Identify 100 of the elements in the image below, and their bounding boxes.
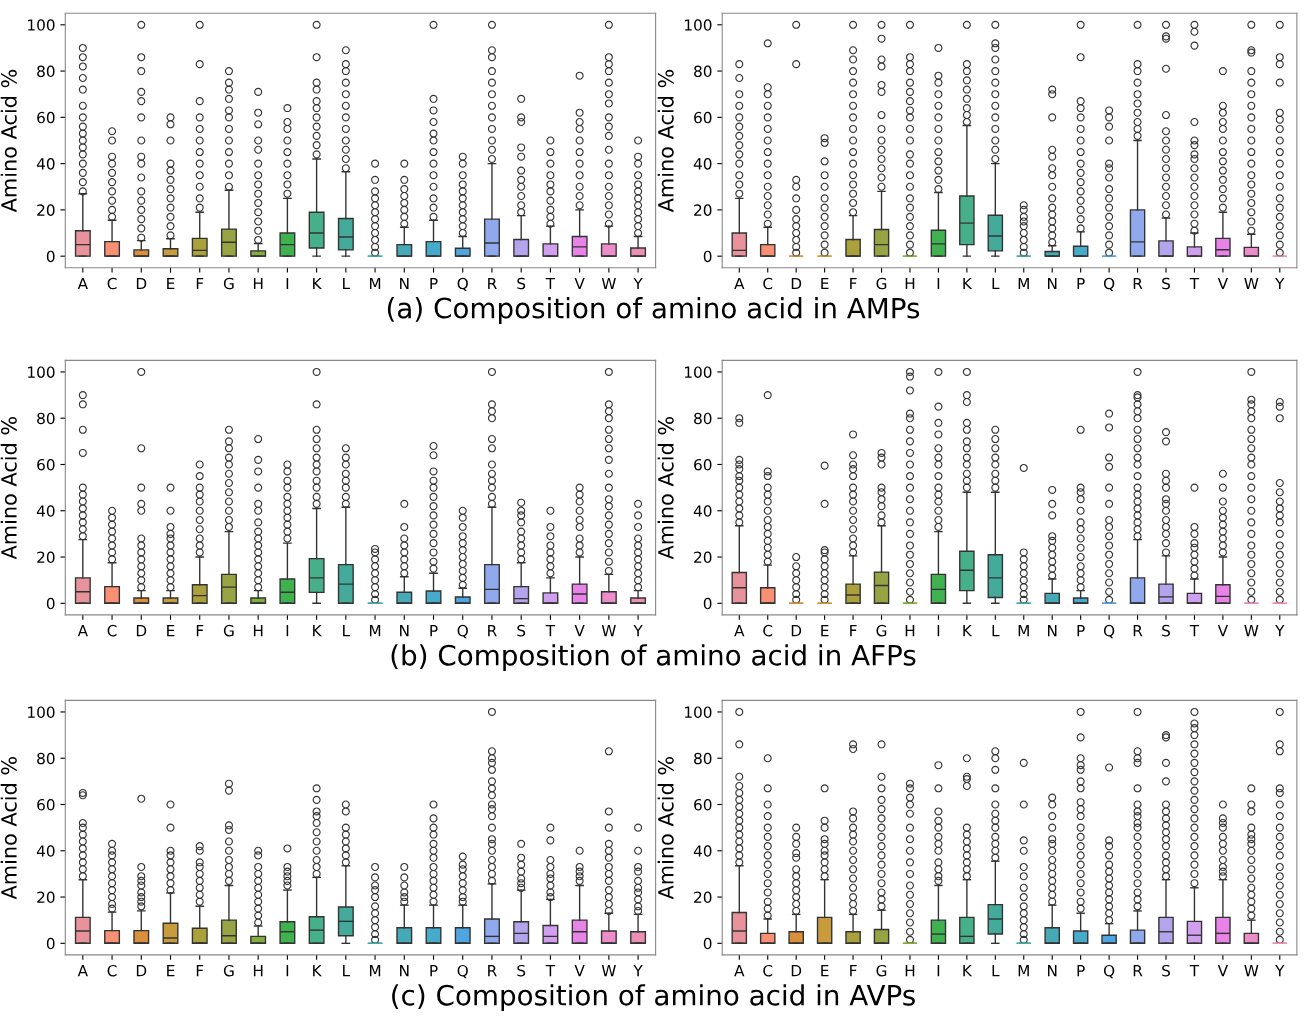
x-tick-label: F xyxy=(850,277,857,290)
x-tick-label: I xyxy=(286,277,289,290)
x-tick-label: H xyxy=(253,277,263,290)
y-tick-label: 80 xyxy=(694,752,712,765)
x-tick-label: V xyxy=(1217,965,1228,977)
x-tick-label: G xyxy=(876,964,887,977)
x-tick-label: C xyxy=(763,277,773,290)
x-tick-label: Q xyxy=(1103,964,1115,979)
y-tick-label: 60 xyxy=(37,111,55,124)
x-tick-label: M xyxy=(1018,965,1029,977)
x-tick-label: W xyxy=(601,277,616,290)
x-tick-label: Q xyxy=(1103,277,1115,292)
x-tick-label: N xyxy=(400,625,409,637)
x-tick-label: P xyxy=(1077,965,1085,977)
x-tick-label: W xyxy=(1244,965,1259,977)
y-tick-label: 80 xyxy=(37,752,55,765)
x-tick-label: K xyxy=(313,277,322,290)
x-tick-label: Y xyxy=(633,625,643,637)
x-tick-label: D xyxy=(136,277,147,290)
y-tick-label: 60 xyxy=(694,458,712,471)
x-tick-label: R xyxy=(488,965,497,977)
y-tick-label: 60 xyxy=(694,111,712,124)
y-tick-label: 40 xyxy=(36,505,55,517)
x-tick-label: P xyxy=(430,965,438,977)
y-tick-label: 40 xyxy=(693,158,712,170)
x-tick-label: G xyxy=(876,277,887,290)
y-axis-title: Amino Acid % xyxy=(0,69,17,213)
y-tick-label: 20 xyxy=(694,551,712,564)
x-tick-label: W xyxy=(1244,277,1259,290)
y-tick-label: 100 xyxy=(28,706,55,718)
x-tick-label: Y xyxy=(1275,625,1285,637)
x-tick-label: Y xyxy=(633,277,643,290)
x-tick-label: N xyxy=(1047,277,1057,290)
x-tick-label: E xyxy=(821,965,829,977)
x-tick-label: Q xyxy=(457,624,468,639)
y-tick-label: 20 xyxy=(37,551,55,564)
x-tick-label: M xyxy=(1018,625,1029,637)
x-tick-label: F xyxy=(196,965,204,977)
x-tick-label: G xyxy=(223,277,234,290)
x-tick-label: R xyxy=(1133,625,1143,637)
x-tick-label: S xyxy=(1162,964,1170,977)
x-tick-label: P xyxy=(430,625,438,637)
x-tick-label: M xyxy=(369,277,381,290)
x-tick-label: Q xyxy=(457,964,468,979)
x-tick-label: F xyxy=(196,277,204,290)
x-tick-label: T xyxy=(545,625,556,637)
x-tick-label: E xyxy=(821,277,829,290)
y-tick-label: 0 xyxy=(703,250,712,263)
x-tick-label: D xyxy=(136,965,147,977)
x-tick-label: G xyxy=(876,624,887,637)
y-tick-label: 100 xyxy=(685,19,712,31)
x-tick-label: P xyxy=(1077,625,1085,637)
x-tick-label: E xyxy=(167,965,175,977)
x-tick-label: A xyxy=(734,277,745,290)
x-tick-label: K xyxy=(313,965,322,977)
y-axis-title: Amino Acid % xyxy=(657,416,674,560)
y-tick-label: 20 xyxy=(694,204,712,216)
x-tick-label: P xyxy=(1077,277,1085,290)
x-tick-label: C xyxy=(107,624,117,637)
x-tick-label: C xyxy=(763,964,773,977)
x-tick-label: R xyxy=(488,625,497,637)
x-tick-label: L xyxy=(343,625,351,637)
x-tick-label: L xyxy=(992,277,1000,290)
x-tick-label: F xyxy=(196,625,204,637)
y-tick-label: 0 xyxy=(46,597,55,610)
x-tick-label: S xyxy=(517,624,526,637)
x-tick-label: S xyxy=(517,277,526,290)
y-tick-label: 60 xyxy=(694,798,712,811)
x-tick-label: G xyxy=(223,624,234,637)
x-tick-label: K xyxy=(313,625,322,637)
x-tick-label: D xyxy=(136,625,147,637)
x-tick-label: M xyxy=(369,965,381,977)
x-tick-label: R xyxy=(1133,277,1143,290)
x-tick-label: T xyxy=(545,277,556,290)
x-tick-label: N xyxy=(1047,965,1057,977)
x-tick-label: A xyxy=(77,625,88,637)
y-tick-label: 80 xyxy=(694,65,712,78)
x-tick-label: D xyxy=(791,277,802,290)
y-tick-label: 0 xyxy=(46,937,55,950)
x-tick-label: S xyxy=(1162,277,1170,290)
y-tick-label: 0 xyxy=(703,937,712,950)
y-tick-label: 100 xyxy=(685,366,712,378)
x-tick-label: K xyxy=(963,965,973,977)
x-tick-label: T xyxy=(1189,277,1200,290)
x-tick-label: E xyxy=(167,277,175,290)
x-tick-label: H xyxy=(905,277,915,290)
x-tick-label: I xyxy=(286,965,289,977)
x-tick-label: W xyxy=(1244,625,1259,637)
y-axis-title: Amino Acid % xyxy=(657,756,674,900)
x-tick-label: N xyxy=(1047,625,1057,637)
x-tick-label: Y xyxy=(1275,277,1285,290)
x-tick-label: V xyxy=(1217,277,1228,290)
x-tick-label: I xyxy=(937,277,940,290)
y-tick-label: 20 xyxy=(694,891,712,904)
x-tick-label: F xyxy=(850,965,857,977)
y-tick-label: 0 xyxy=(703,597,712,610)
y-tick-label: 40 xyxy=(693,505,712,517)
x-tick-label: I xyxy=(937,965,940,977)
x-tick-label: V xyxy=(574,625,585,637)
x-tick-label: Y xyxy=(633,965,643,977)
